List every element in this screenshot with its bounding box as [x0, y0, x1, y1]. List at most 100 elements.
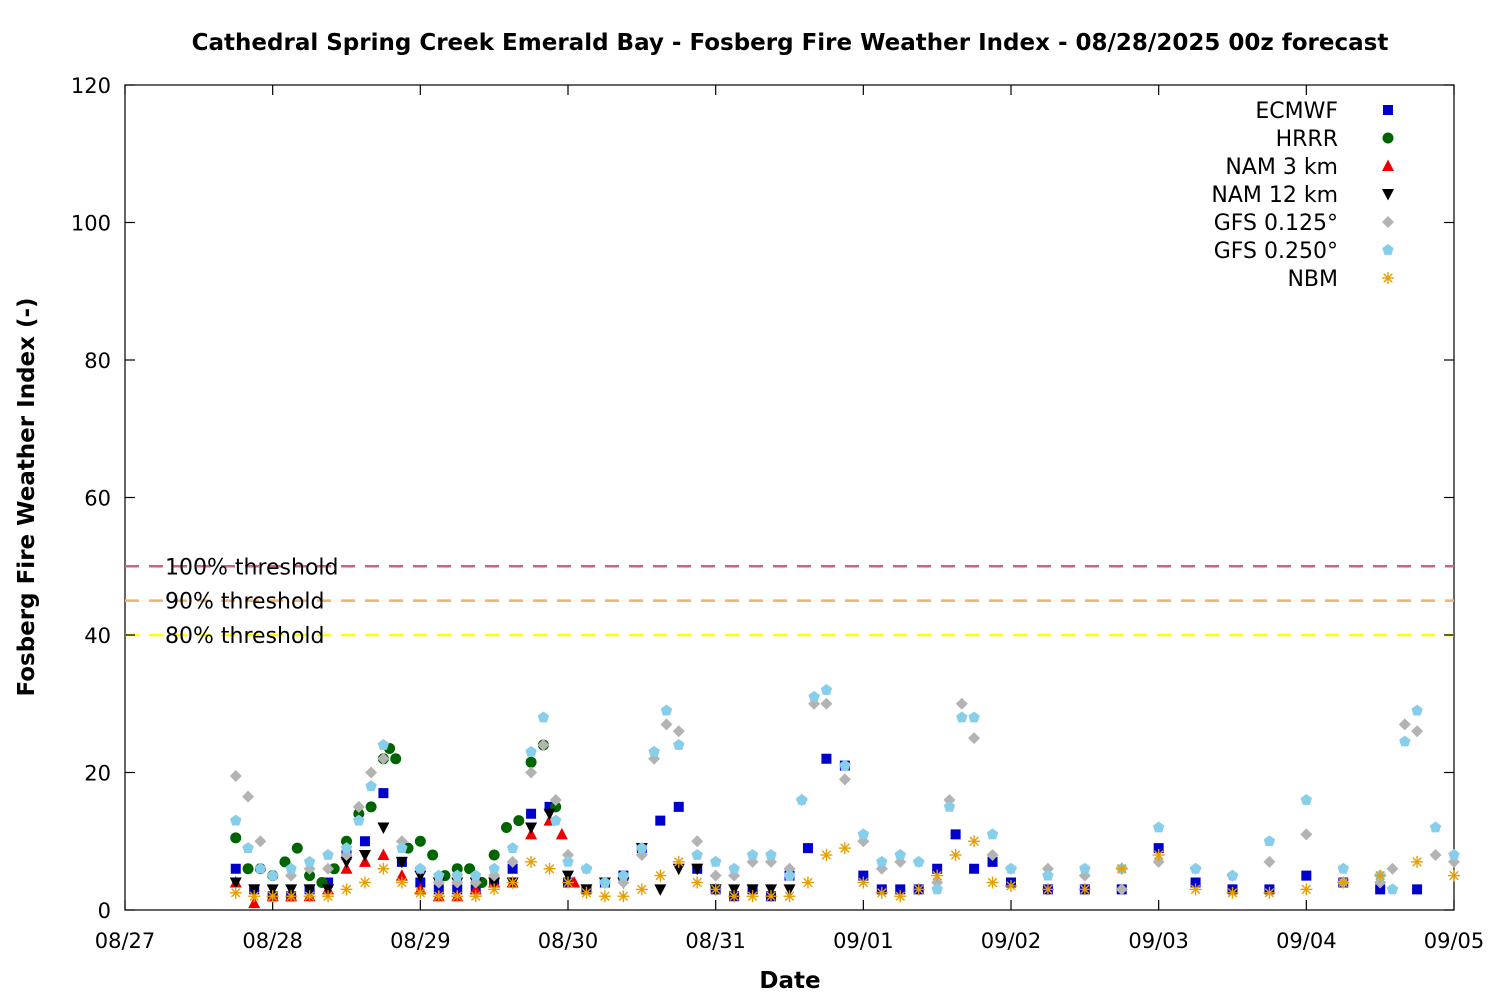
- data-point: [229, 877, 242, 889]
- data-point: [395, 856, 408, 869]
- data-point: [513, 815, 525, 827]
- data-point: [857, 828, 869, 840]
- data-point: [358, 876, 371, 889]
- data-point: [525, 766, 538, 779]
- data-point: [352, 800, 365, 813]
- data-point: [365, 801, 377, 813]
- data-point: [432, 890, 445, 903]
- data-point: [303, 884, 316, 896]
- data-point: [562, 849, 574, 861]
- data-point: [526, 808, 537, 819]
- data-point: [710, 855, 722, 867]
- data-point: [580, 886, 593, 899]
- legend-marker: [1382, 244, 1394, 255]
- data-point: [562, 876, 574, 889]
- data-point: [358, 850, 371, 862]
- data-point: [488, 849, 500, 861]
- series-ecmwf: [230, 753, 1423, 902]
- data-point: [820, 684, 833, 695]
- data-point: [1190, 877, 1201, 888]
- data-point: [1300, 828, 1313, 841]
- data-point: [808, 690, 820, 702]
- legend-label: ECMWF: [1255, 99, 1338, 124]
- data-point: [987, 856, 998, 867]
- data-point: [549, 794, 562, 806]
- data-point: [341, 835, 352, 847]
- data-point: [303, 890, 316, 903]
- x-tick-label: 09/01: [833, 929, 894, 953]
- data-point: [414, 886, 427, 899]
- y-tick-label: 20: [84, 762, 111, 786]
- data-point: [323, 877, 334, 888]
- data-point: [414, 862, 426, 874]
- data-point: [1386, 883, 1399, 895]
- data-point: [427, 849, 439, 861]
- data-point: [452, 884, 463, 895]
- data-point: [986, 849, 999, 861]
- data-point: [691, 835, 704, 848]
- data-point: [353, 814, 365, 826]
- data-point: [1301, 870, 1312, 881]
- data-point: [821, 753, 832, 764]
- legend-marker: [1382, 132, 1394, 144]
- data-point: [322, 862, 335, 875]
- data-point: [248, 896, 261, 909]
- data-point: [950, 829, 961, 840]
- data-point: [765, 890, 778, 903]
- data-point: [599, 876, 611, 888]
- data-point: [838, 773, 851, 786]
- data-point: [340, 856, 353, 869]
- legend-label: NBM: [1287, 267, 1338, 292]
- data-point: [617, 869, 630, 881]
- data-point: [709, 869, 722, 882]
- data-point: [673, 739, 685, 750]
- data-point: [783, 890, 796, 903]
- y-tick-label: 80: [84, 349, 111, 373]
- data-point: [525, 745, 537, 757]
- data-point: [1448, 869, 1460, 882]
- data-point: [568, 876, 581, 888]
- chart-title: Cathedral Spring Creek Emerald Bay - Fos…: [192, 30, 1389, 56]
- data-point: [365, 780, 377, 792]
- x-axis-title: Date: [759, 968, 820, 994]
- data-point: [986, 828, 999, 840]
- data-point: [266, 884, 279, 896]
- data-point: [691, 849, 703, 860]
- data-point: [377, 752, 390, 765]
- data-point: [943, 794, 956, 806]
- data-point: [1411, 725, 1424, 738]
- series-nbm: [229, 835, 1460, 903]
- data-point: [691, 863, 704, 876]
- data-point: [507, 863, 518, 874]
- data-point: [968, 835, 981, 848]
- y-tick-label: 120: [71, 74, 111, 98]
- x-axis: 08/27 08/28 08/29 08/30 08/31 09/01 09/02 09/03…: [95, 85, 1484, 953]
- x-tick-label: 08/30: [538, 929, 599, 953]
- data-point: [912, 883, 925, 896]
- legend-marker: [1382, 159, 1394, 171]
- data-point: [801, 876, 814, 889]
- data-point: [1398, 718, 1411, 731]
- data-point: [555, 827, 568, 840]
- data-point: [838, 842, 851, 855]
- data-point: [340, 883, 353, 896]
- data-point: [285, 890, 298, 903]
- data-point: [1337, 876, 1350, 889]
- data-point: [943, 800, 956, 812]
- data-point: [746, 849, 759, 860]
- data-point: [1115, 883, 1128, 896]
- data-point: [691, 876, 704, 889]
- data-point: [672, 725, 685, 738]
- data-point: [1115, 862, 1128, 875]
- data-point: [875, 886, 888, 899]
- x-tick-label: 08/27: [95, 929, 156, 953]
- data-point: [672, 863, 685, 876]
- data-point: [1337, 862, 1349, 874]
- data-point: [377, 862, 390, 875]
- legend-label: NAM 12 km: [1211, 183, 1338, 208]
- data-point: [1386, 862, 1399, 875]
- legend: ECMWF HRRR NAM 3 km NAM 12 km GFS 0.125° GFS …: [1211, 99, 1394, 292]
- data-point: [894, 849, 906, 860]
- data-point: [267, 869, 279, 881]
- data-point: [365, 766, 378, 779]
